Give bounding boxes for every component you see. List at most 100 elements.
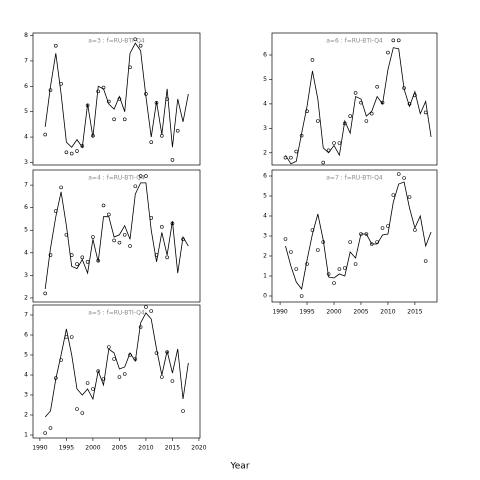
x-tick-label: 2000 xyxy=(326,309,341,316)
y-tick-label: 6 xyxy=(24,83,28,90)
x-tick-label: 1995 xyxy=(59,445,74,452)
y-tick-label: 7 xyxy=(24,312,28,319)
x-tick-label: 2015 xyxy=(165,445,180,452)
y-tick-label: 5 xyxy=(263,193,267,200)
data-point xyxy=(69,151,74,156)
data-point xyxy=(154,101,159,105)
data-point xyxy=(64,150,69,155)
y-tick-label: 3 xyxy=(24,392,28,399)
data-point xyxy=(170,158,175,162)
data-point xyxy=(423,110,428,115)
data-point xyxy=(402,176,406,180)
data-point xyxy=(144,305,148,309)
data-point xyxy=(289,250,293,254)
data-point xyxy=(391,193,396,197)
data-point xyxy=(107,345,111,349)
y-tick-label: 3 xyxy=(24,272,28,279)
y-tick-label: 1 xyxy=(263,273,267,280)
data-point xyxy=(305,109,309,114)
x-tick-label: 2010 xyxy=(380,309,395,316)
x-tick-label: 1995 xyxy=(299,309,314,316)
data-point xyxy=(316,119,320,123)
data-point xyxy=(386,50,390,55)
y-tick-label: 4 xyxy=(24,372,28,379)
data-point xyxy=(112,117,116,122)
fit-line xyxy=(44,182,189,289)
data-point xyxy=(75,407,79,411)
data-point xyxy=(80,411,85,415)
data-point xyxy=(85,260,90,264)
x-tick-label: 2005 xyxy=(112,445,127,452)
panel-frame xyxy=(32,32,201,166)
data-point xyxy=(353,262,358,266)
data-point xyxy=(396,38,401,43)
data-point xyxy=(165,350,169,354)
data-point xyxy=(181,409,185,413)
x-tick-label: 1990 xyxy=(32,445,47,452)
y-tick-label: 3 xyxy=(24,159,28,166)
data-point xyxy=(117,375,122,379)
data-point xyxy=(380,226,385,230)
data-point xyxy=(69,335,74,339)
data-point xyxy=(407,195,412,199)
y-tick-label: 5 xyxy=(263,76,267,83)
panel-title: a=6 : f=RU-BTI-Q4 xyxy=(326,38,383,45)
panel-title: a=5 : f=RU-BTI-Q4 xyxy=(88,310,145,317)
data-point xyxy=(423,259,428,263)
y-tick-label: 2 xyxy=(24,294,28,301)
data-point xyxy=(91,235,95,239)
panel-frame xyxy=(271,32,438,166)
data-point xyxy=(170,379,175,383)
y-tick-label: 5 xyxy=(24,108,28,115)
data-point xyxy=(160,375,164,379)
data-point xyxy=(48,253,53,257)
y-tick-label: 6 xyxy=(24,204,28,211)
data-point xyxy=(138,174,143,178)
y-tick-label: 4 xyxy=(263,213,267,220)
data-point xyxy=(348,114,352,118)
panel-title: a=7 : f=RU-BTI-Q4 xyxy=(326,175,383,182)
data-point xyxy=(122,232,127,237)
x-tick-label: 2000 xyxy=(85,445,100,452)
data-point xyxy=(396,172,401,176)
data-point xyxy=(332,281,336,285)
fit-line xyxy=(44,312,189,418)
data-point xyxy=(316,248,320,252)
x-tick-label: 2020 xyxy=(191,445,206,452)
data-point xyxy=(294,149,299,154)
x-tick-label: 1990 xyxy=(272,309,287,316)
y-tick-label: 0 xyxy=(263,293,267,300)
data-point xyxy=(283,237,288,241)
data-point xyxy=(348,240,352,244)
y-tick-label: 8 xyxy=(24,32,28,39)
data-point xyxy=(107,212,111,217)
y-tick-label: 6 xyxy=(263,52,267,59)
y-tick-label: 2 xyxy=(263,253,267,260)
data-point xyxy=(310,58,315,62)
data-point xyxy=(128,244,132,248)
data-point xyxy=(144,174,148,178)
y-tick-label: 7 xyxy=(24,57,28,64)
data-point xyxy=(391,38,396,43)
data-point xyxy=(112,238,116,243)
data-point xyxy=(294,267,299,271)
y-tick-label: 7 xyxy=(24,182,28,189)
data-point xyxy=(175,128,180,133)
data-point xyxy=(310,228,315,232)
data-point xyxy=(154,351,159,355)
data-point xyxy=(289,155,293,160)
data-point xyxy=(332,141,336,145)
y-tick-label: 5 xyxy=(24,227,28,234)
data-point xyxy=(305,262,309,266)
fit-line xyxy=(285,47,432,165)
fit-line xyxy=(285,181,432,290)
data-point xyxy=(96,89,101,94)
data-point xyxy=(122,372,127,376)
x-tick-label: 2005 xyxy=(353,309,368,316)
panel-frame xyxy=(32,304,201,439)
data-point xyxy=(122,117,127,122)
data-point xyxy=(160,225,164,229)
data-point xyxy=(149,140,154,144)
y-tick-label: 3 xyxy=(263,233,267,240)
